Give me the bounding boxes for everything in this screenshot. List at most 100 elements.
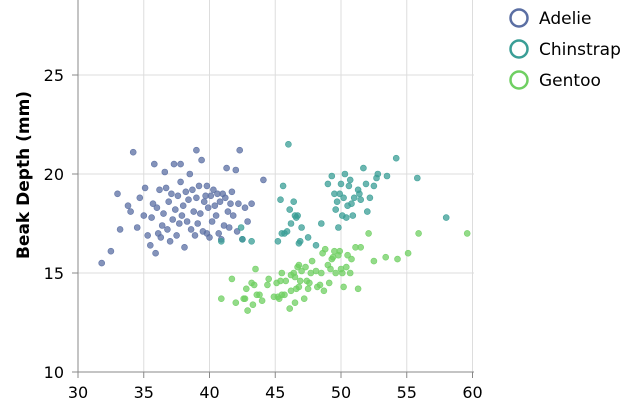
data-point bbox=[194, 220, 201, 227]
data-point bbox=[190, 208, 197, 215]
data-point bbox=[107, 247, 115, 255]
data-point bbox=[286, 206, 294, 213]
data-point bbox=[281, 291, 288, 299]
data-point bbox=[176, 220, 183, 227]
data-point bbox=[274, 238, 282, 245]
legend-label: Chinstrap bbox=[539, 40, 621, 60]
data-point bbox=[127, 208, 134, 215]
data-point bbox=[149, 200, 157, 207]
data-point bbox=[172, 206, 179, 213]
data-point bbox=[185, 196, 192, 203]
data-point bbox=[232, 299, 240, 307]
data-point bbox=[114, 190, 121, 198]
data-point bbox=[340, 194, 347, 202]
axes: 30 35 40 45 50 55 60 10 15 20 25 bbox=[44, 0, 483, 400]
data-point bbox=[304, 285, 312, 293]
data-point bbox=[174, 192, 182, 200]
x-tick-label: 45 bbox=[265, 383, 285, 400]
data-point bbox=[320, 287, 328, 295]
data-point bbox=[181, 244, 188, 251]
x-tick-label: 35 bbox=[134, 383, 154, 400]
data-point bbox=[151, 160, 158, 168]
data-point bbox=[191, 232, 199, 239]
data-point bbox=[235, 200, 242, 207]
data-point bbox=[370, 257, 378, 265]
data-point bbox=[248, 200, 255, 207]
data-point bbox=[256, 291, 263, 299]
y-axis-title: Beak Depth (mm) bbox=[14, 91, 34, 259]
data-point bbox=[325, 279, 333, 287]
data-point bbox=[354, 285, 362, 293]
data-point bbox=[316, 281, 324, 289]
data-point bbox=[203, 182, 211, 190]
data-point bbox=[370, 182, 378, 190]
data-point bbox=[356, 190, 363, 198]
data-point bbox=[239, 236, 246, 243]
data-point bbox=[366, 194, 374, 202]
data-point bbox=[324, 180, 332, 188]
data-point bbox=[148, 214, 155, 221]
data-point bbox=[298, 267, 305, 275]
data-point bbox=[295, 283, 303, 291]
data-point bbox=[204, 204, 212, 211]
data-point bbox=[383, 172, 391, 180]
data-point bbox=[286, 305, 294, 312]
data-point bbox=[200, 198, 208, 205]
data-point bbox=[333, 198, 341, 205]
data-point bbox=[295, 261, 303, 269]
data-point bbox=[360, 164, 367, 172]
data-point bbox=[312, 242, 320, 249]
data-point bbox=[287, 220, 295, 227]
x-tick-label: 40 bbox=[199, 383, 219, 400]
data-point bbox=[332, 206, 340, 213]
data-point bbox=[258, 297, 266, 305]
data-point bbox=[178, 212, 186, 219]
data-point bbox=[228, 275, 236, 283]
data-point bbox=[162, 184, 170, 192]
y-tick-label: 15 bbox=[44, 264, 64, 283]
data-point bbox=[302, 263, 309, 271]
data-point bbox=[346, 176, 354, 184]
data-point bbox=[336, 247, 344, 255]
data-point bbox=[195, 182, 203, 190]
data-point bbox=[169, 216, 176, 223]
data-point bbox=[228, 188, 236, 196]
data-point bbox=[392, 154, 400, 162]
data-point bbox=[129, 148, 137, 156]
data-point bbox=[141, 184, 149, 192]
legend-symbol bbox=[509, 8, 529, 28]
data-point bbox=[290, 198, 298, 205]
data-point bbox=[342, 214, 350, 221]
data-point bbox=[260, 176, 267, 184]
data-point bbox=[298, 224, 305, 231]
data-point bbox=[237, 224, 245, 231]
data-point bbox=[177, 160, 184, 168]
data-point bbox=[244, 307, 251, 314]
series-adelie bbox=[98, 146, 267, 267]
data-point bbox=[344, 251, 351, 259]
data-point bbox=[216, 198, 224, 205]
data-point bbox=[249, 301, 257, 309]
data-point bbox=[133, 224, 141, 231]
data-point bbox=[363, 208, 371, 215]
data-point bbox=[197, 210, 204, 217]
data-point bbox=[291, 273, 299, 281]
data-point bbox=[304, 234, 312, 241]
data-point bbox=[357, 196, 365, 203]
data-point bbox=[283, 228, 291, 235]
legend-label: Gentoo bbox=[539, 71, 601, 91]
data-point bbox=[165, 198, 172, 205]
x-tick-label: 60 bbox=[462, 383, 482, 400]
data-point bbox=[345, 182, 353, 190]
data-point bbox=[212, 212, 220, 219]
data-point bbox=[156, 186, 163, 194]
data-point bbox=[98, 259, 105, 267]
data-point bbox=[182, 188, 190, 196]
data-point bbox=[183, 218, 191, 225]
data-point bbox=[229, 212, 237, 219]
data-point bbox=[215, 230, 222, 237]
grid-lines bbox=[77, 0, 474, 373]
data-point bbox=[321, 245, 329, 253]
data-point bbox=[136, 194, 144, 202]
data-point bbox=[222, 194, 229, 202]
